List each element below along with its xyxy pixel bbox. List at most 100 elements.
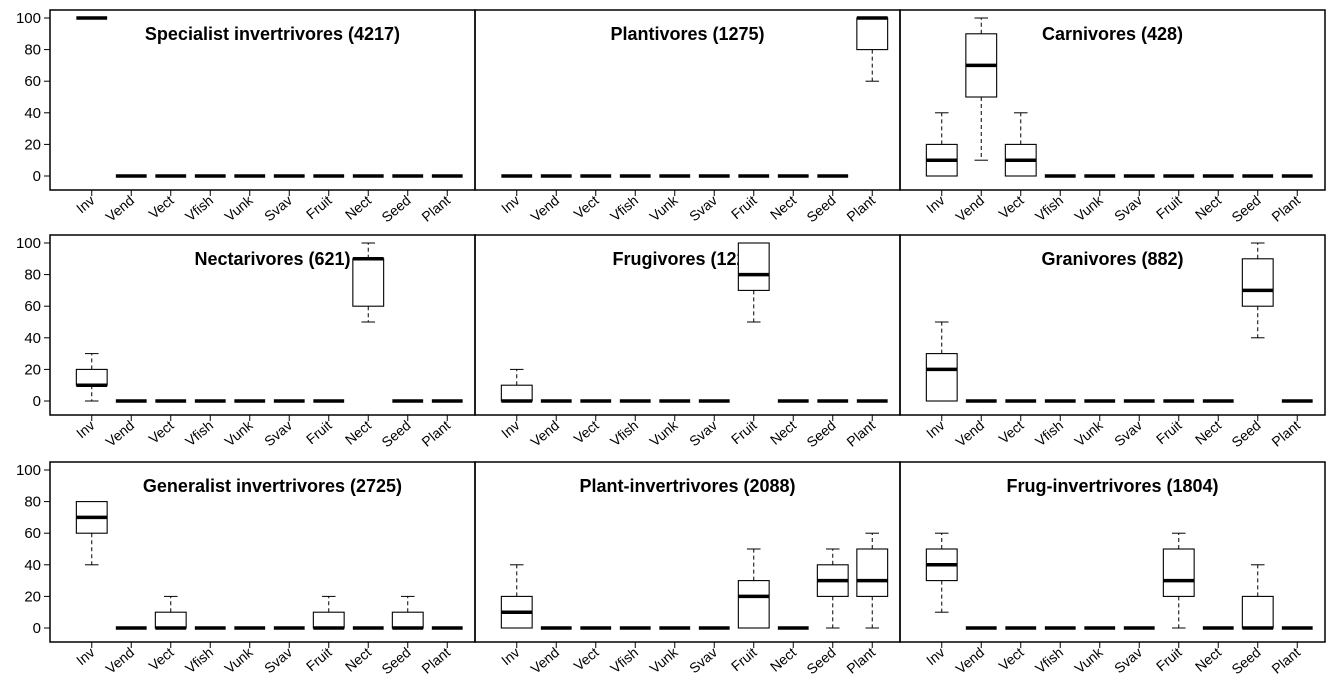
x-tick-label: Fruit <box>728 644 760 674</box>
panel-title: Carnivores (428) <box>1042 24 1183 44</box>
x-tick-label: Svav <box>1111 192 1145 224</box>
box-seed <box>816 548 849 629</box>
box-inv <box>500 564 533 629</box>
panel-9: Frug-invertrivores (1804) Inv Vend Vect Vfis… <box>899 461 1326 677</box>
panel-title: Frugivores (1225) <box>612 249 762 269</box>
x-tick-label: Inv <box>73 417 98 441</box>
iqr-box <box>737 580 770 629</box>
x-tick-label: Svav <box>261 417 295 449</box>
x-tick-label: Seed <box>1228 417 1263 450</box>
panel-title: Frug-invertrivores (1804) <box>1006 476 1218 496</box>
x-tick-label: Seed <box>803 192 838 225</box>
panel-5: Frugivores (1225) Inv Vend Vect Vfish Vunk Sva… <box>474 234 901 450</box>
panel-title: Granivores (882) <box>1041 249 1183 269</box>
y-tick-label: 60 <box>24 298 41 315</box>
x-tick-label: Vend <box>102 192 137 225</box>
iqr-box <box>1241 258 1274 307</box>
box-inv <box>925 321 958 402</box>
x-tick-label: Vunk <box>1071 191 1106 224</box>
iqr-box <box>1241 595 1274 629</box>
box-seed <box>391 595 424 630</box>
box-fruit <box>737 242 770 323</box>
iqr-box <box>312 611 345 629</box>
iqr-box <box>75 368 108 386</box>
x-tick-label: Vfish <box>182 417 216 449</box>
y-tick-label: 80 <box>24 494 41 511</box>
panel-1: 0 20 40 60 80 100 Specialist invertrivores (42… <box>16 9 476 225</box>
box-nect <box>352 242 385 323</box>
x-tick-label: Fruit <box>1153 192 1185 222</box>
box-plant <box>856 532 889 629</box>
x-tick-label: Nect <box>767 417 799 448</box>
x-tick-label: Fruit <box>1153 417 1185 447</box>
x-tick-label: Nect <box>342 417 374 448</box>
x-tick-label: Vunk <box>1071 416 1106 449</box>
x-tick-label: Vend <box>952 644 987 677</box>
box-fruit <box>1162 532 1195 629</box>
x-tick-label: Nect <box>1192 644 1224 675</box>
box-vend <box>965 17 998 161</box>
panel-7: 0 20 40 60 80 100 Generalist invertrivores (27… <box>16 461 476 677</box>
x-tick-label: Vfish <box>607 192 641 224</box>
x-tick-label: Plant <box>1268 417 1303 450</box>
x-tick-label: Svav <box>686 644 720 676</box>
panel-title: Generalist invertrivores (2725) <box>143 476 402 496</box>
y-tick-label: 0 <box>33 620 41 637</box>
x-tick-label: Vect <box>571 417 602 447</box>
x-tick-label: Vect <box>996 644 1027 674</box>
iqr-box <box>500 384 533 402</box>
x-tick-label: Svav <box>1111 644 1145 676</box>
x-tick-label: Vunk <box>646 191 681 224</box>
panel-frame <box>899 9 1326 191</box>
y-tick-label: 80 <box>24 267 41 284</box>
panel-6: Granivores (882) Inv Vend Vect Vfish Vunk Svav… <box>899 234 1326 450</box>
x-tick-label: Vfish <box>1032 644 1066 676</box>
x-tick-label: Vect <box>146 192 177 222</box>
x-tick-label: Plant <box>418 417 453 450</box>
x-tick-label: Inv <box>923 644 948 668</box>
x-tick-label: Vect <box>146 644 177 674</box>
x-tick-label: Svav <box>1111 417 1145 449</box>
x-tick-label: Fruit <box>303 192 335 222</box>
panel-4: 0 20 40 60 80 100 Nectarivores (621) Inv Vend Vec… <box>16 234 476 450</box>
x-tick-label: Vend <box>527 644 562 677</box>
x-tick-label: Vect <box>571 192 602 222</box>
x-tick-label: Fruit <box>303 644 335 674</box>
x-tick-label: Vfish <box>607 417 641 449</box>
x-tick-label: Vfish <box>182 644 216 676</box>
x-tick-label: Inv <box>498 417 523 441</box>
x-tick-label: Fruit <box>1153 644 1185 674</box>
x-tick-label: Nect <box>1192 192 1224 223</box>
x-tick-label: Vunk <box>221 191 256 224</box>
x-tick-label: Vfish <box>182 192 216 224</box>
box-vect <box>1004 112 1037 177</box>
x-tick-label: Plant <box>1268 192 1303 225</box>
x-tick-label: Vunk <box>221 643 256 676</box>
x-tick-label: Vfish <box>1032 417 1066 449</box>
x-tick-label: Vect <box>996 192 1027 222</box>
iqr-box <box>856 17 889 51</box>
x-tick-label: Svav <box>686 192 720 224</box>
x-tick-label: Nect <box>1192 417 1224 448</box>
x-tick-label: Seed <box>803 417 838 450</box>
panel-frame <box>899 461 1326 643</box>
x-tick-label: Svav <box>261 192 295 224</box>
x-tick-label: Nect <box>342 192 374 223</box>
panel-title: Nectarivores (621) <box>194 249 350 269</box>
x-tick-label: Vfish <box>1032 192 1066 224</box>
y-tick-label: 100 <box>16 235 41 252</box>
y-tick-label: 0 <box>33 168 41 185</box>
panel-title: Plant-invertrivores (2088) <box>579 476 795 496</box>
x-tick-label: Inv <box>498 644 523 668</box>
x-tick-label: Nect <box>342 644 374 675</box>
x-tick-label: Plant <box>418 644 453 677</box>
x-tick-label: Vect <box>996 417 1027 447</box>
box-vect <box>154 595 187 630</box>
x-tick-label: Svav <box>686 417 720 449</box>
panel-2: Plantivores (1275) Inv Vend Vect Vfish Vunk Sv… <box>474 9 901 225</box>
y-tick-label: 40 <box>24 330 41 347</box>
x-tick-label: Svav <box>261 644 295 676</box>
y-tick-label: 60 <box>24 525 41 542</box>
y-tick-label: 60 <box>24 73 41 90</box>
